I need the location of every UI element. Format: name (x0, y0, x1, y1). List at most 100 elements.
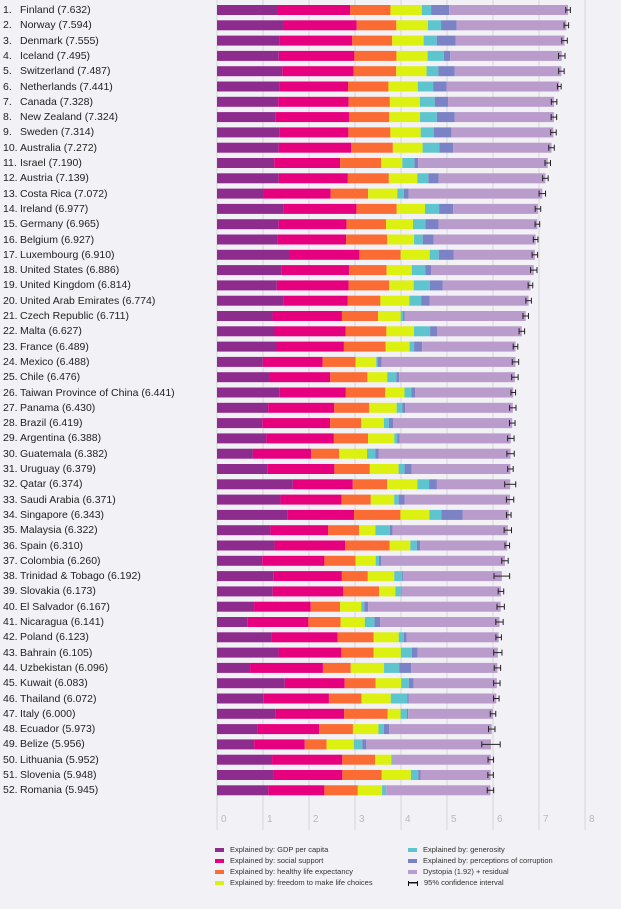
x-tick-label: 1 (267, 814, 273, 825)
bar-segment-corruption (400, 586, 402, 597)
x-tick-label: 5 (451, 814, 457, 825)
legend-label: Explained by: generosity (423, 845, 505, 854)
bar-segment-social (278, 647, 342, 658)
bar-segment-dystopia (448, 96, 555, 107)
bar-segment-generosity (417, 173, 429, 184)
bar-segment-gdp (217, 525, 271, 536)
bar-segment-gdp (217, 5, 278, 15)
bar-segment-health (348, 127, 391, 138)
bar-segment-health (348, 96, 390, 107)
bar-segment-generosity (413, 219, 426, 230)
bar-segment-corruption (439, 142, 454, 153)
country-label: Singapore (6.343) (20, 508, 105, 521)
bar-segment-gdp (217, 142, 279, 153)
legend-swatch (408, 870, 417, 875)
bar-segment-gdp (217, 326, 275, 337)
bar-segment-corruption (433, 127, 452, 138)
bar-segment-gdp (217, 555, 263, 566)
bar-segment-generosity (421, 5, 432, 15)
bar-segment-generosity (400, 311, 404, 321)
bar-segment-corruption (403, 311, 405, 321)
bar-segment-generosity (411, 265, 426, 276)
bar-segment-gdp (217, 586, 273, 597)
rank-label: 44. (3, 661, 18, 674)
rank-label: 31. (3, 463, 18, 475)
bar-segment-social (254, 601, 311, 612)
bar-segment-corruption (379, 555, 382, 566)
rank-label: 49. (3, 738, 18, 751)
rank-label: 26. (3, 386, 18, 399)
bar-segment-social (277, 234, 347, 245)
rank-label: 10. (3, 141, 18, 154)
bar-segment-dystopia (454, 66, 562, 77)
bar-segment-gdp (217, 234, 278, 245)
bar-segment-health (347, 295, 381, 306)
rank-label: 41. (3, 616, 18, 628)
country-label: United Arab Emirates (6.774) (20, 294, 156, 307)
bar-segment-social (268, 402, 335, 413)
bar-segment-gdp (217, 662, 251, 673)
bar-segment-health (354, 50, 397, 61)
bar-segment-generosity (419, 96, 435, 107)
bar-segment-gdp (217, 509, 288, 520)
rank-label: 24. (3, 355, 18, 368)
rank-label: 1. (3, 4, 12, 16)
bar-segment-health (347, 173, 389, 184)
bar-segment-generosity (401, 678, 409, 689)
bar-segment-gdp (217, 112, 276, 123)
bar-segment-dystopia (392, 525, 508, 536)
bar-segment-health (348, 112, 390, 123)
bar-segment-dystopia (453, 249, 535, 260)
bar-segment-social (269, 372, 331, 383)
bar-segment-freedom (387, 234, 415, 245)
bar-segment-freedom (389, 540, 411, 551)
bar-segment-social (274, 158, 341, 168)
bar-segment-generosity (396, 402, 403, 413)
bar-segment-social (278, 96, 349, 107)
bar-segment-corruption (429, 479, 437, 490)
country-label: Switzerland (7.487) (20, 65, 111, 78)
bar-segment-generosity (424, 203, 440, 214)
bar-segment-corruption (425, 265, 432, 276)
bar-segment-dystopia (456, 20, 567, 31)
bar-segment-corruption (428, 173, 439, 184)
bar-segment-dystopia (411, 662, 498, 673)
bar-segment-social (278, 219, 347, 230)
bar-segment-gdp (217, 96, 279, 107)
x-tick-label: 3 (359, 814, 365, 825)
bar-segment-gdp (217, 81, 280, 92)
bar-segment-freedom (339, 448, 368, 459)
bar-segment-dystopia (405, 402, 513, 413)
bar-segment-social (272, 311, 342, 321)
bar-segment-health (344, 678, 376, 689)
bar-segment-gdp (217, 418, 263, 429)
bar-segment-health (342, 754, 376, 765)
bar-segment-social (257, 724, 320, 735)
bar-segment-generosity (394, 494, 399, 505)
ci-icon (408, 880, 418, 886)
bar-segment-gdp (217, 158, 275, 168)
bar-segment-health (341, 494, 371, 505)
bar-segment-freedom (355, 555, 376, 566)
bar-segment-gdp (217, 295, 284, 306)
bar-segment-gdp (217, 203, 284, 214)
bar-segment-corruption (374, 617, 381, 627)
bar-segment-generosity (387, 372, 397, 383)
bar-segment-generosity (367, 448, 376, 459)
bar-segment-gdp (217, 387, 280, 398)
bar-segment-corruption (396, 372, 400, 383)
bar-segment-freedom (369, 464, 399, 474)
bar-segment-health (340, 158, 381, 168)
legend-freedom: Explained by: freedom to make life choic… (215, 878, 373, 888)
country-label: Costa Rica (7.072) (20, 187, 108, 200)
rank-label: 51. (3, 769, 18, 781)
bar-segment-corruption (402, 402, 406, 413)
country-label: El Salvador (6.167) (20, 600, 110, 613)
bar-segment-social (281, 265, 349, 276)
bar-segment-gdp (217, 724, 258, 735)
bar-segment-dystopia (389, 724, 492, 735)
bar-segment-corruption (436, 112, 455, 123)
bar-segment-health (322, 662, 351, 673)
bar-segment-generosity (382, 785, 387, 796)
country-label: Slovenia (5.948) (20, 769, 97, 781)
